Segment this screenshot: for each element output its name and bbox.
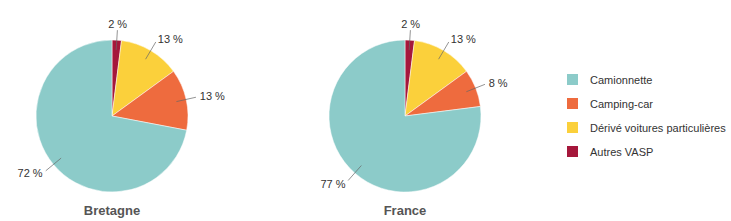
- data-label: 8 %: [489, 77, 508, 89]
- pie-title: France: [384, 203, 427, 218]
- data-label: 13 %: [158, 33, 183, 45]
- data-label: 2 %: [401, 18, 420, 30]
- legend: Camionnette Camping-car Dérivé voitures pa…: [567, 74, 726, 158]
- pie-slice: [36, 40, 187, 192]
- legend-label: Camionnette: [590, 74, 652, 86]
- leader-line: [146, 42, 156, 59]
- leader-line: [176, 97, 196, 101]
- leader-line: [348, 166, 361, 181]
- legend-swatch: [567, 74, 578, 85]
- leader-line: [116, 30, 117, 50]
- data-label: 77 %: [320, 178, 345, 190]
- data-label: 2 %: [108, 18, 127, 30]
- leader-line: [439, 42, 449, 59]
- data-label: 13 %: [200, 90, 225, 102]
- pie: [36, 40, 188, 192]
- chart: 2 % 13 % 13 % 72 % Bretagne 2 % 13 % 8 % 77 % Fra…: [0, 0, 731, 221]
- leader-line: [409, 30, 410, 50]
- legend-swatch: [567, 122, 578, 133]
- legend-label: Autres VASP: [590, 146, 653, 158]
- data-label: 72 %: [18, 167, 43, 179]
- pie-slice: [329, 40, 481, 192]
- legend-swatch: [567, 146, 578, 157]
- pie: [329, 40, 481, 192]
- leader-line: [46, 158, 61, 171]
- data-label: 13 %: [451, 33, 476, 45]
- pie-title: Bretagne: [84, 203, 140, 218]
- legend-label: Dérivé voitures particulières: [590, 122, 726, 134]
- legend-swatch: [567, 98, 578, 109]
- leader-line: [466, 84, 485, 91]
- legend-label: Camping-car: [590, 98, 653, 110]
